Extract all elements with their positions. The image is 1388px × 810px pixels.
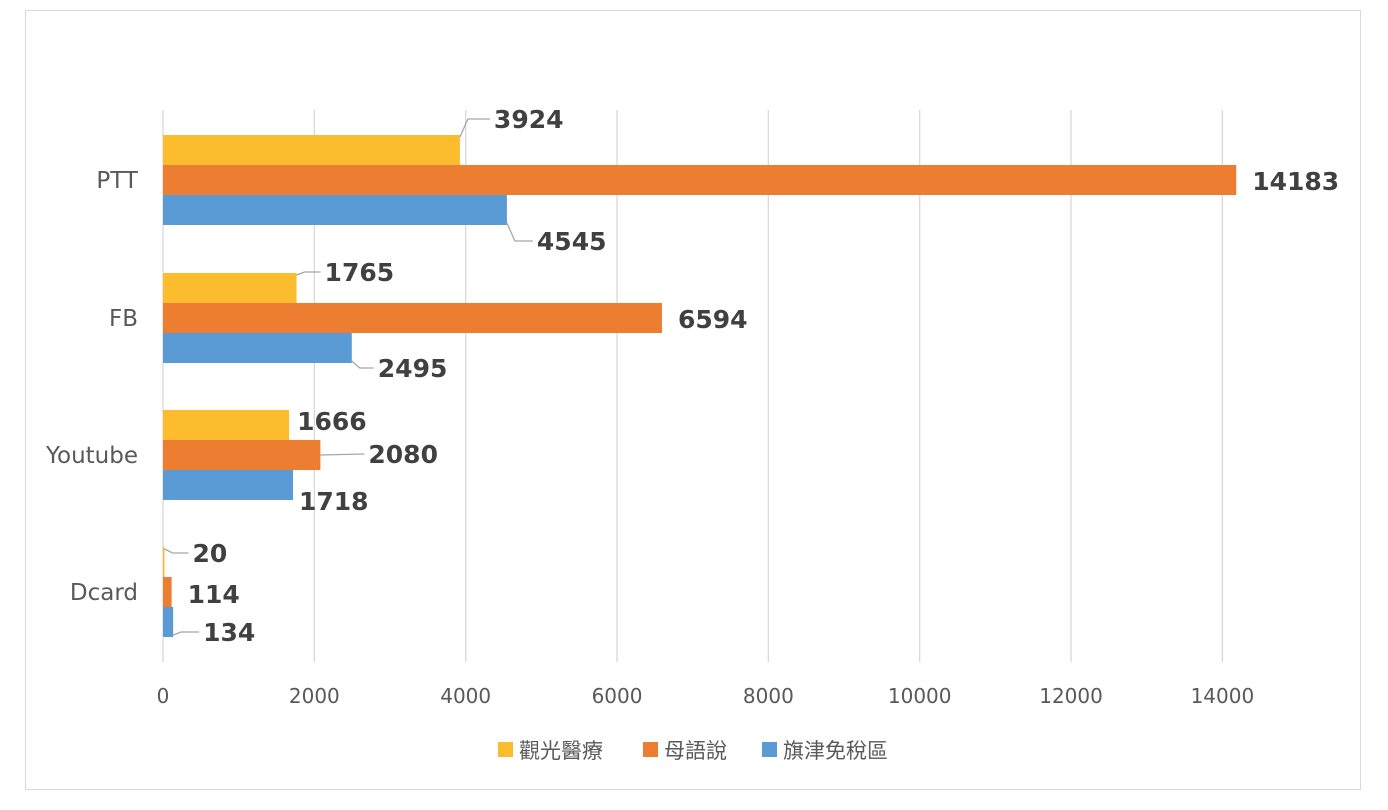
category-label: PTT: [96, 168, 139, 194]
data-label: 1718: [299, 487, 369, 516]
data-label: 2495: [378, 354, 448, 383]
legend-label: 觀光醫療: [519, 739, 603, 763]
category-label: Youtube: [45, 443, 138, 469]
label-leader-line: [459, 118, 490, 138]
bar: [163, 333, 352, 363]
bar: [163, 440, 321, 470]
bar: [163, 195, 507, 225]
data-label: 1666: [297, 407, 367, 436]
bar: [163, 165, 1237, 195]
x-tick-label: 10000: [888, 684, 952, 708]
legend-swatch: [498, 742, 513, 757]
data-label: 3924: [494, 105, 564, 134]
bar: [163, 470, 294, 500]
legend-swatch: [643, 742, 658, 757]
legend-label: 旗津免稅區: [783, 739, 888, 763]
label-leader-line: [164, 548, 189, 554]
x-tick-label: 12000: [1039, 684, 1103, 708]
label-leader-line: [296, 271, 321, 276]
x-tick-label: 0: [157, 684, 170, 708]
data-label: 134: [203, 618, 255, 647]
bar: [163, 577, 172, 607]
x-tick-label: 2000: [289, 684, 340, 708]
category-label: FB: [109, 306, 138, 332]
legend-label: 母語說: [664, 739, 727, 763]
x-tick-label: 14000: [1191, 684, 1255, 708]
bar: [163, 303, 662, 333]
data-label: 2080: [368, 440, 438, 469]
category-label: Dcard: [70, 580, 138, 606]
x-tick-label: 8000: [743, 684, 794, 708]
x-tick-label: 4000: [440, 684, 491, 708]
data-label: 4545: [537, 227, 607, 256]
bar: [163, 135, 460, 165]
data-label: 114: [188, 580, 240, 609]
bar: [163, 607, 174, 637]
label-leader-line: [506, 222, 533, 242]
bar: [163, 547, 165, 577]
data-label: 6594: [678, 305, 748, 334]
label-leader-line: [320, 453, 365, 456]
label-leader-line: [172, 631, 200, 636]
x-tick-label: 6000: [592, 684, 643, 708]
label-leader-line: [351, 360, 374, 369]
data-label: 20: [193, 539, 228, 568]
data-label: 1765: [325, 258, 395, 287]
legend-swatch: [762, 742, 777, 757]
data-label: 14183: [1252, 167, 1339, 196]
bar: [163, 273, 297, 303]
bar: [163, 410, 290, 440]
